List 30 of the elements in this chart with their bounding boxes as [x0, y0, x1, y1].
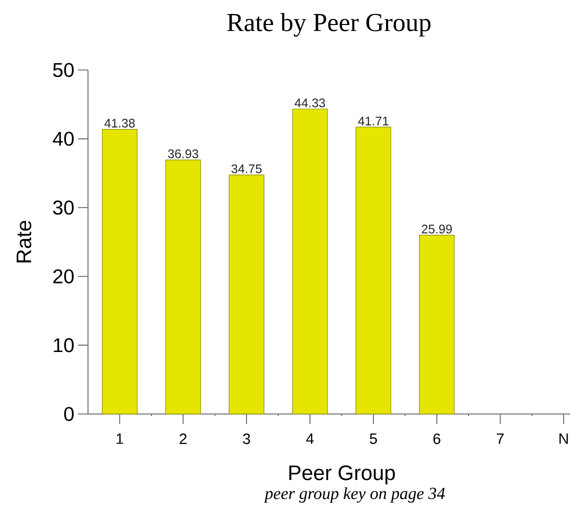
y-tick-label: 0 — [64, 406, 74, 422]
x-tick-label: 4 — [306, 434, 314, 444]
y-axis-title: Rate — [16, 220, 32, 262]
data-label: 44.33 — [294, 98, 325, 108]
x-tick-label: 2 — [180, 434, 187, 444]
x-axis-title: Peer Group — [289, 465, 395, 484]
x-tick-label: 6 — [433, 434, 440, 444]
data-label: 36.93 — [168, 149, 198, 158]
bar — [292, 108, 328, 414]
bar — [102, 129, 138, 414]
chart-title: Rate by Peer Group — [227, 13, 430, 37]
data-label: 41.38 — [104, 118, 135, 128]
x-tick-label: 5 — [370, 434, 377, 444]
x-tick-label: 3 — [242, 434, 250, 444]
data-label: 34.75 — [231, 164, 262, 174]
bar — [228, 174, 264, 414]
y-tick-label: 20 — [53, 269, 74, 284]
bar — [419, 234, 455, 414]
y-tick-label: 40 — [52, 132, 74, 146]
x-tick-label: 7 — [496, 434, 504, 444]
x-tick-label: N — [559, 434, 568, 444]
bar — [165, 160, 201, 414]
text: peer group key on page 34 — [264, 487, 445, 503]
y-tick-label: 10 — [54, 338, 74, 352]
data-label: 41.71 — [358, 116, 388, 126]
data-label: 25.99 — [422, 224, 452, 234]
y-tick-label: 30 — [53, 200, 74, 215]
x-tick-label: 1 — [116, 434, 124, 444]
bar — [356, 126, 392, 414]
y-tick-label: 50 — [53, 62, 74, 78]
